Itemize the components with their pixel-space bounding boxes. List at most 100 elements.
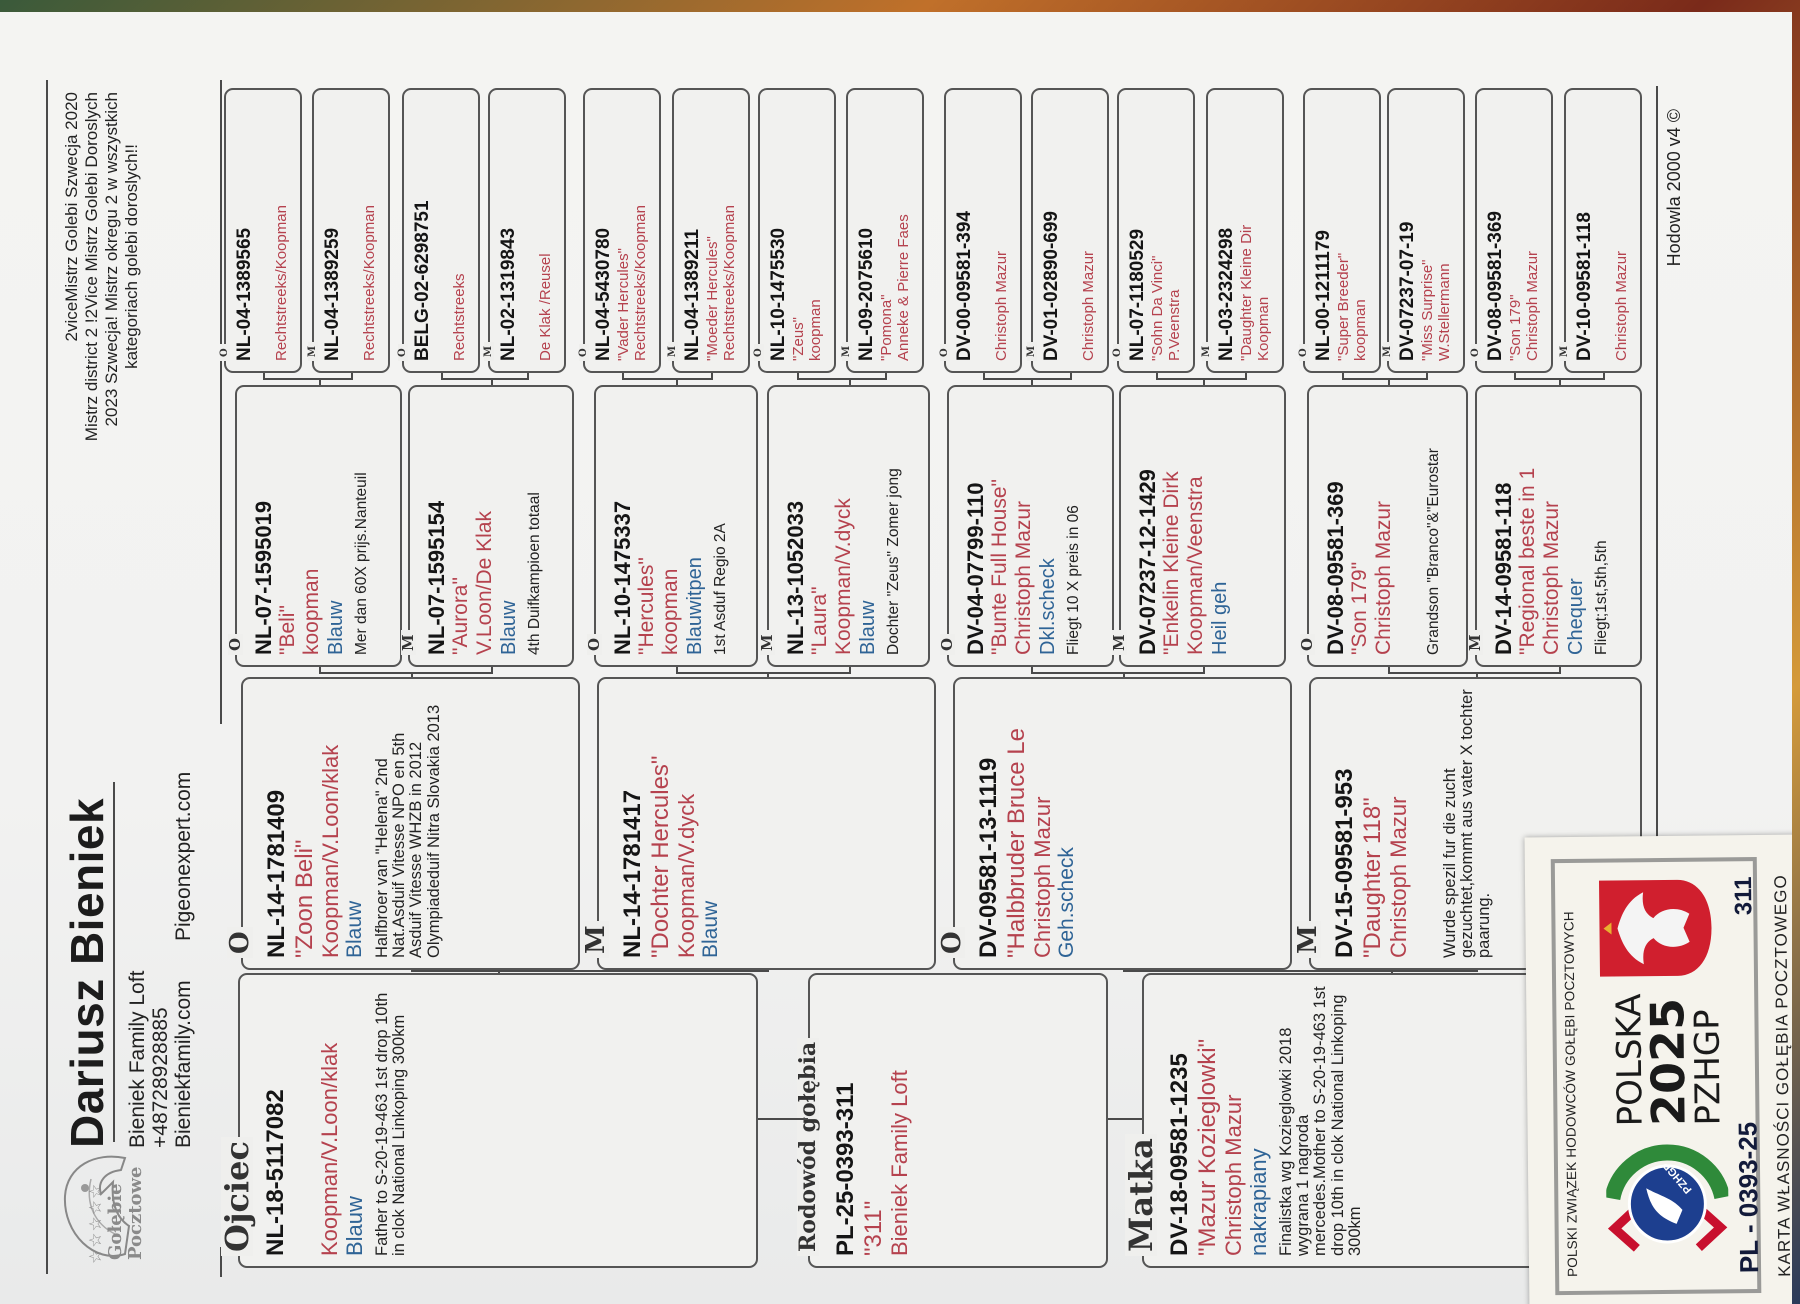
pedigree-box-gen4-16[interactable]: M DV-10-09581-118 Christoph Mazur xyxy=(1559,88,1642,373)
breeder: Koopman/V.Loon/klak xyxy=(318,744,344,958)
generation-label: Rodowód gołębia xyxy=(795,1037,821,1256)
breeder: Koopman/Veenstra xyxy=(1184,476,1208,655)
connector-line xyxy=(1387,672,1559,674)
pedigree-box-gen4-14[interactable]: M DV-07237-07-19 "Miss Surprise" W.Stellerm… xyxy=(1382,88,1465,373)
ring-number: NL-04-1389565 xyxy=(234,227,255,361)
ring-number: NL-18-5117082 xyxy=(262,1089,289,1256)
connector-tick xyxy=(1202,380,1205,385)
ring-number: NL-13-1052033 xyxy=(783,500,808,655)
ring-number: BELG-02-6298751 xyxy=(412,200,433,361)
connector-line xyxy=(1122,970,1476,972)
header-bottom-rule xyxy=(220,80,222,724)
pedigree-box-gen2-1[interactable]: O NL-14-1781409 "Zoon Beli" Koopman/V.Loon/… xyxy=(225,677,580,970)
pedigree-box-gen4-3[interactable]: O BELG-02-6298751 Rechtstreeks xyxy=(397,88,480,373)
breeder: Christoph Mazur xyxy=(1613,250,1631,361)
pedigree-box-gen4-12[interactable]: M NL-03-2324298 "Daughter Kleine Dir Koopma… xyxy=(1201,88,1284,373)
pigeon-name: "Super Breeder" xyxy=(1334,252,1352,361)
pedigree-box-gen4-5[interactable]: O NL-04-5430780 "Vader Hercules" Rechtstree… xyxy=(578,88,661,373)
pedigree-box-gen4-6[interactable]: M NL-04-1389211 "Moeder Hercules" Rechtstre… xyxy=(667,88,750,373)
remarks: Fliegt;1st,5th,5th xyxy=(1593,540,1610,655)
pedigree-box-gen3-8[interactable]: M DV-14-09581-118 "Regional beste in 1 Chri… xyxy=(1466,385,1642,667)
pigeon-name xyxy=(1063,98,1080,361)
pigeon-name: "Zeus" xyxy=(789,317,807,361)
title-underline xyxy=(113,782,115,1142)
pedigree-box-gen3-7[interactable]: O DV-08-09581-369 "Son 179" Christoph Mazur… xyxy=(1298,385,1468,667)
plumage-color: Blauw xyxy=(699,900,723,958)
pedigree-box-gen4-2[interactable]: M NL-04-1389259 Rechtstreeks/Koopman xyxy=(307,88,390,373)
pedigree-box-gen3-3[interactable]: O NL-10-1475337 "Hercules" koopman Blauwitpe… xyxy=(585,385,758,667)
pedigree-box-gen3-4[interactable]: M NL-13-1052033 "Laura" Koopman/V.dyck Blauw… xyxy=(758,385,930,667)
breeder: koopman xyxy=(1352,299,1370,361)
connector-tick xyxy=(1475,674,1478,677)
sex-label: M xyxy=(1466,630,1484,655)
pedigree-box-gen2-2[interactable]: M NL-14-1781417 "Dochter Hercules" Koopman/… xyxy=(581,677,936,970)
pigeon-name xyxy=(344,98,361,361)
remarks: Father to S-20-19-463 1st drop 10th in c… xyxy=(373,992,409,1256)
sex-label: M xyxy=(1201,341,1212,361)
connector-line xyxy=(441,378,527,380)
box-content: DV-04-07799-110 "Bunte Full House" Christo… xyxy=(963,395,1083,655)
connector-tick xyxy=(676,380,678,385)
generation-label: Ojciec xyxy=(218,1137,256,1256)
achievement-line: Mistrz district 2 !2Vice Mistrz Golebi D… xyxy=(82,92,101,442)
connector-tick xyxy=(1070,373,1072,380)
breeder: Rechtstreeks xyxy=(451,273,469,361)
pedigree-box-gen3-5[interactable]: O DV-04-07799-110 "Bunte Full House" Christ… xyxy=(938,385,1114,667)
connector-tick xyxy=(1558,380,1561,385)
breeder: Christoph Mazur xyxy=(1372,500,1396,655)
pedigree-box-subject[interactable]: Rodowód gołębia PL-25-0393-311 "311" Bienie… xyxy=(795,973,1108,1268)
pedigree-box-gen4-8[interactable]: M NL-09-2075610 "Pomona" Anneke & Pierre Fa… xyxy=(841,88,924,373)
remarks: Mer dan 60X prijs.Nanteuil xyxy=(353,472,370,655)
pedigree-box-gen4-4[interactable]: M NL-02-1319843 De Klak /Reusel xyxy=(483,88,566,373)
connector-line xyxy=(676,672,849,674)
connector-line xyxy=(318,672,491,674)
remarks xyxy=(730,687,749,958)
ring-number: DV-07237-07-19 xyxy=(1397,221,1418,361)
pedigree-box-gen4-13[interactable]: O NL-00-1211179 "Super Breeder" koopman xyxy=(1298,88,1381,373)
sex-label: M xyxy=(1382,341,1393,361)
pedigree-box-gen4-15[interactable]: O DV-08-09581-369 "Son 179" Christoph Mazur xyxy=(1470,88,1553,373)
remarks xyxy=(1086,687,1105,958)
pzhgp-logo-icon: PZHGP xyxy=(1605,1144,1730,1252)
pigeon-name: "Aurora" xyxy=(449,577,473,655)
pedigree-box-gen3-2[interactable]: M NL-07-1595154 "Aurora" V.Loon/De Klak Blau… xyxy=(399,385,574,667)
pigeon-name: "Hercules" xyxy=(635,557,659,655)
box-content: DV-10-09581-118 Christoph Mazur xyxy=(1574,98,1630,361)
pedigree-box-gen3-1[interactable]: O NL-07-1595019 "Beli" koopman Blauw Mer dan … xyxy=(226,385,402,667)
pedigree-box-father[interactable]: Ojciec NL-18-5117082 Koopman/V.Loon/klak Bl… xyxy=(218,973,758,1268)
box-content: NL-09-2075610 "Pomona" Anneke & Pierre Fae… xyxy=(856,98,912,361)
breeder: Christoph Mazur xyxy=(1221,1094,1247,1256)
pedigree-box-gen4-1[interactable]: O NL-04-1389565 Rechtstreeks/Koopman xyxy=(219,88,302,373)
breeder: Koopman/V.dyck xyxy=(674,793,700,958)
connector-tick xyxy=(1387,380,1390,385)
box-content: DV-14-09581-118 "Regional beste in 1 Chris… xyxy=(1491,395,1611,655)
box-content: DV-08-09581-369 "Son 179" Christoph Mazur xyxy=(1485,98,1541,361)
box-content: NL-07-1595019 "Beli" koopman Blauw Mer dan 6… xyxy=(251,395,371,655)
pedigree-box-gen4-9[interactable]: O DV-00-09581-394 Christoph Mazur xyxy=(939,88,1022,373)
remarks: Finalistka wg Kozieglowki 2018 wygrana 1… xyxy=(1277,986,1365,1256)
connector-line xyxy=(758,1118,808,1120)
remarks: 1st Asduf Regio 2A xyxy=(712,523,729,655)
pedigree-box-gen4-11[interactable]: O NL-07-1180529 "Sohn Da Vinci" P.Veenstra xyxy=(1112,88,1195,373)
plumage-color: Blauwitpen xyxy=(683,557,706,655)
pedigree-box-gen4-10[interactable]: M DV-01-02890-699 Christoph Mazur xyxy=(1026,88,1109,373)
ring-number: NL-03-2324298 xyxy=(1216,227,1237,361)
sex-label: O xyxy=(578,344,589,361)
breeder: koopman xyxy=(807,299,825,361)
remarks: 4th Duifkampioen totaal xyxy=(526,492,543,655)
website-link[interactable]: Bieniekfamily.com xyxy=(172,980,195,1148)
breeder: De Klak /Reusel xyxy=(537,253,555,361)
plumage-color: Blauw xyxy=(324,600,347,655)
remarks: Fliegt 10 X preis in 06 xyxy=(1065,505,1082,655)
connector-tick xyxy=(498,971,500,973)
connector-tick xyxy=(1342,373,1344,380)
ring-number: DV-14-09581-118 xyxy=(1491,482,1516,655)
pigeon-name xyxy=(1596,98,1613,361)
plumage-color: Heil geh xyxy=(1208,581,1231,655)
website-link-2[interactable]: Pigeonexpert.com xyxy=(172,771,195,941)
pedigree-box-gen4-7[interactable]: O NL-10-1475530 "Zeus" koopman xyxy=(753,88,836,373)
connector-tick xyxy=(797,373,799,380)
pedigree-box-gen3-6[interactable]: M DV-07237-12-1429 "Enkelin Kleine Dirk Koo… xyxy=(1110,385,1286,667)
pedigree-box-gen2-3[interactable]: O DV-09581-13-1119 "Halbbruder Bruce Le Chr… xyxy=(937,677,1292,970)
ring-number: NL-04-5430780 xyxy=(593,227,614,361)
